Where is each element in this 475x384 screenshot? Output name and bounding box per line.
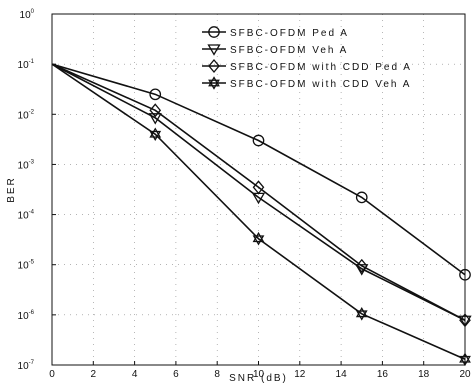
marker-circle: [459, 268, 471, 281]
marker-hexagram: [355, 306, 368, 321]
marker-circle: [208, 26, 220, 38]
marker-hexagram: [149, 127, 162, 142]
legend: SFBC-OFDM Ped A SFBC-OFDM Veh A SFBC-OFDM …: [202, 26, 412, 90]
series-lines: [51, 63, 472, 367]
series-line: [51, 63, 466, 276]
marker-triangle-down: [148, 113, 162, 125]
y-tick-label: 100: [20, 9, 35, 21]
x-tick-label: 16: [377, 369, 389, 380]
marker-triangle-down: [458, 315, 472, 328]
series-1: [51, 63, 471, 281]
x-tick-label: 14: [336, 369, 348, 380]
marker-circle: [149, 88, 162, 101]
x-tick-label: 2: [91, 369, 97, 380]
legend-label: SFBC-OFDM with CDD Veh A: [230, 79, 411, 90]
legend-label: SFBC-OFDM Veh A: [230, 45, 348, 56]
y-tick-label: 10-3: [18, 159, 35, 171]
series-line: [51, 63, 466, 361]
marker-diamond: [149, 103, 162, 118]
marker-triangle-down: [207, 44, 221, 56]
tick-labels: 0 2 4 6 8 10 12 14 16 18 20 100 10-1 10-2 10-3 10-4 10-5…: [18, 9, 471, 380]
y-tick-label: 10-7: [18, 360, 35, 372]
marker-diamond: [252, 180, 265, 195]
y-tick-label: 10-2: [18, 109, 35, 121]
legend-label: SFBC-OFDM Ped A: [230, 28, 349, 39]
x-tick-label: 20: [459, 369, 471, 380]
marker-circle: [355, 191, 368, 204]
legend-entry: SFBC-OFDM Ped A: [202, 26, 349, 39]
series-line: [51, 63, 466, 321]
x-tick-label: 6: [173, 369, 179, 380]
y-tick-label: 10-1: [18, 59, 35, 71]
marker-diamond: [459, 313, 471, 328]
x-tick-label: 10: [253, 369, 265, 380]
marker-diamond: [355, 258, 368, 273]
legend-label: SFBC-OFDM with CDD Ped A: [230, 62, 412, 73]
marker-diamond: [208, 58, 220, 74]
x-tick-label: 18: [418, 369, 430, 380]
marker-hexagram: [208, 76, 220, 90]
legend-entry: SFBC-OFDM with CDD Veh A: [202, 76, 411, 90]
series-3: [51, 63, 471, 328]
y-tick-label: 10-6: [18, 310, 35, 322]
y-tick-label: 10-4: [18, 210, 35, 222]
x-tick-label: 12: [294, 369, 306, 380]
y-tick-label: 10-5: [18, 260, 35, 272]
x-tick-label: 8: [214, 369, 220, 380]
series-2: [51, 63, 472, 328]
marker-circle: [252, 134, 265, 147]
x-tick-label: 0: [49, 369, 55, 380]
series-line: [51, 63, 466, 321]
legend-entry: SFBC-OFDM with CDD Ped A: [202, 58, 412, 74]
x-tick-label: 4: [132, 369, 138, 380]
marker-hexagram: [252, 231, 265, 246]
y-axis-label: BER: [6, 176, 17, 203]
x-axis-label: SNR (dB): [229, 373, 288, 384]
marker-hexagram: [459, 352, 471, 367]
legend-entry: SFBC-OFDM Veh A: [202, 44, 348, 56]
series-4: [51, 63, 471, 367]
